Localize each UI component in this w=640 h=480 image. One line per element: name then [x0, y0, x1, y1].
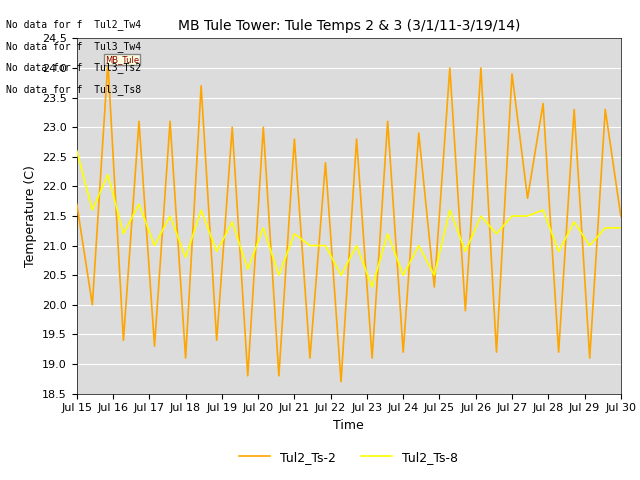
Line: Tul2_Ts-2: Tul2_Ts-2 [77, 62, 621, 382]
Title: MB Tule Tower: Tule Temps 2 & 3 (3/1/11-3/19/14): MB Tule Tower: Tule Temps 2 & 3 (3/1/11-… [178, 19, 520, 33]
Tul2_Ts-8 [446, 207, 454, 213]
Tul2_Ts-2 [337, 379, 345, 384]
Tul2_Ts-8 [120, 231, 127, 237]
Tul2_Ts-2 [104, 59, 112, 65]
Tul2_Ts-8 [461, 249, 469, 254]
Tul2_Ts-8 [415, 243, 422, 249]
Tul2_Ts-2 [617, 213, 625, 219]
Tul2_Ts-8 [353, 243, 360, 249]
Tul2_Ts-2 [244, 373, 252, 379]
Tul2_Ts-8 [524, 213, 531, 219]
Tul2_Ts-2 [322, 160, 330, 166]
Tul2_Ts-8 [182, 254, 189, 260]
Tul2_Ts-2 [570, 107, 578, 112]
Tul2_Ts-8 [213, 249, 221, 254]
Tul2_Ts-2 [540, 101, 547, 107]
Tul2_Ts-2 [415, 130, 422, 136]
Tul2_Ts-8 [555, 249, 563, 254]
Tul2_Ts-8 [570, 219, 578, 225]
Tul2_Ts-2 [524, 195, 531, 201]
Tul2_Ts-2 [259, 124, 267, 130]
Tul2_Ts-8 [88, 207, 96, 213]
Line: Tul2_Ts-8: Tul2_Ts-8 [77, 151, 621, 287]
Tul2_Ts-8 [477, 213, 484, 219]
Tul2_Ts-2 [431, 284, 438, 290]
Tul2_Ts-8 [166, 213, 174, 219]
Tul2_Ts-8 [244, 266, 252, 272]
Tul2_Ts-2 [399, 349, 407, 355]
X-axis label: Time: Time [333, 419, 364, 432]
Tul2_Ts-8 [197, 207, 205, 213]
Tul2_Ts-2 [228, 124, 236, 130]
Tul2_Ts-2 [213, 337, 221, 343]
Tul2_Ts-8 [259, 225, 267, 231]
Tul2_Ts-8 [337, 272, 345, 278]
Tul2_Ts-8 [493, 231, 500, 237]
Tul2_Ts-2 [493, 349, 500, 355]
Tul2_Ts-8 [540, 207, 547, 213]
Tul2_Ts-2 [166, 119, 174, 124]
Legend: Tul2_Ts-2, Tul2_Ts-8: Tul2_Ts-2, Tul2_Ts-8 [234, 446, 463, 469]
Text: No data for f  Tul2_Tw4: No data for f Tul2_Tw4 [6, 19, 141, 30]
Tul2_Ts-2 [150, 343, 158, 349]
Tul2_Ts-8 [384, 231, 392, 237]
Tul2_Ts-8 [368, 284, 376, 290]
Tul2_Ts-2 [306, 355, 314, 361]
Tul2_Ts-2 [508, 71, 516, 77]
Tul2_Ts-8 [322, 243, 330, 249]
Tul2_Ts-2 [135, 119, 143, 124]
Tul2_Ts-8 [73, 148, 81, 154]
Tul2_Ts-8 [586, 243, 593, 249]
Tul2_Ts-8 [275, 272, 283, 278]
Tul2_Ts-8 [602, 225, 609, 231]
Text: No data for f  Tul3_Ts8: No data for f Tul3_Ts8 [6, 84, 141, 95]
Tul2_Ts-2 [461, 308, 469, 313]
Tul2_Ts-8 [306, 243, 314, 249]
Tul2_Ts-2 [446, 65, 454, 71]
Tul2_Ts-2 [477, 65, 484, 71]
Tul2_Ts-8 [135, 201, 143, 207]
Tul2_Ts-2 [120, 337, 127, 343]
Text: MB_Tule: MB_Tule [105, 55, 140, 64]
Tul2_Ts-2 [275, 373, 283, 379]
Tul2_Ts-8 [150, 243, 158, 249]
Tul2_Ts-8 [291, 231, 298, 237]
Tul2_Ts-8 [399, 272, 407, 278]
Tul2_Ts-2 [197, 83, 205, 89]
Tul2_Ts-8 [228, 219, 236, 225]
Tul2_Ts-2 [602, 107, 609, 112]
Tul2_Ts-2 [586, 355, 593, 361]
Tul2_Ts-8 [104, 172, 112, 178]
Tul2_Ts-2 [368, 355, 376, 361]
Tul2_Ts-2 [555, 349, 563, 355]
Tul2_Ts-2 [88, 302, 96, 308]
Tul2_Ts-2 [353, 136, 360, 142]
Tul2_Ts-2 [73, 201, 81, 207]
Tul2_Ts-2 [291, 136, 298, 142]
Text: No data for f  Tul3_Tw4: No data for f Tul3_Tw4 [6, 41, 141, 52]
Y-axis label: Temperature (C): Temperature (C) [24, 165, 36, 267]
Tul2_Ts-8 [431, 272, 438, 278]
Text: No data for f  Tul3_Ts2: No data for f Tul3_Ts2 [6, 62, 141, 73]
Tul2_Ts-2 [182, 355, 189, 361]
Tul2_Ts-2 [384, 119, 392, 124]
Tul2_Ts-8 [617, 225, 625, 231]
Tul2_Ts-8 [508, 213, 516, 219]
